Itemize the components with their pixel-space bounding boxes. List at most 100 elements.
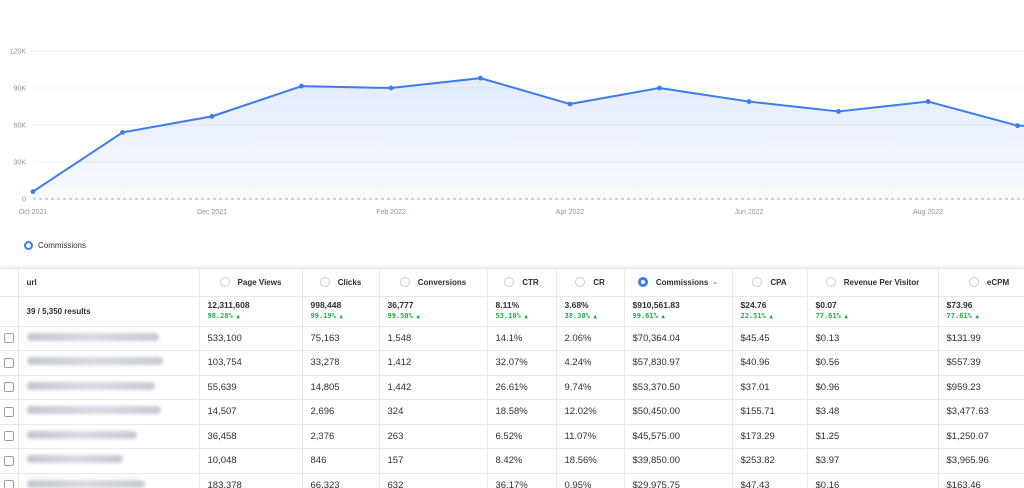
total-value: $0.07 — [815, 300, 837, 310]
row-checkbox[interactable] — [3, 357, 14, 368]
column-label: Page Views — [237, 277, 282, 287]
total-percent: 22.51% — [741, 311, 799, 322]
total-conversions: 36,777 99.50% — [379, 296, 488, 327]
url-cell[interactable] — [18, 473, 200, 488]
cell-conversions: 324 — [379, 399, 488, 425]
url-cell[interactable] — [18, 375, 200, 400]
redacted-url[interactable] — [26, 430, 137, 439]
total-cpa: $24.76 22.51% — [732, 296, 808, 327]
cell-cr: 4.24% — [556, 350, 625, 376]
column-header-ctr[interactable]: CTR — [487, 269, 557, 297]
cell-cr: 11.07% — [556, 424, 625, 449]
column-header-clicks[interactable]: Clicks — [302, 269, 380, 297]
redacted-url[interactable] — [26, 479, 145, 488]
table-body: 533,100 75,163 1,548 14.1% 2.06% $70,364.04 $4… — [0, 326, 1024, 488]
cpa-chart-toggle-radio[interactable] — [752, 277, 763, 288]
cell-revenue-per-visitor: $1.25 — [807, 424, 939, 449]
cell-cpa: $155.71 — [732, 399, 808, 425]
column-header-commissions[interactable]: Commissions ⌄ — [624, 269, 733, 297]
column-header-ecpm[interactable]: eCPM — [938, 269, 1024, 297]
total-percent: 53.10% — [496, 311, 548, 322]
cell-cpa: $40.96 — [732, 350, 808, 376]
table-totals-row: 39 / 5,350 results 12,311,60898.28%998,4… — [0, 296, 1024, 327]
commissions-data-point — [209, 113, 215, 119]
total-value: $910,561.83 — [632, 300, 680, 310]
url-cell[interactable] — [18, 399, 200, 425]
chart-legend[interactable]: Commissions — [24, 241, 86, 250]
header-url[interactable]: url — [18, 269, 200, 297]
table-row[interactable]: 10,048 846 157 8.42% 18.56% $39,850.00 $253.82… — [0, 448, 1024, 474]
url-cell[interactable] — [18, 424, 200, 449]
row-checkbox[interactable] — [3, 455, 14, 466]
table-row[interactable]: 103,754 33,278 1,412 32.07% 4.24% $57,830.97 $… — [0, 350, 1024, 376]
cell-page-views: 533,100 — [199, 326, 303, 351]
cell-ecpm: $959.23 — [938, 375, 1024, 400]
total-percent: 77.61% — [947, 311, 1024, 322]
column-header-revenue-per-visitor[interactable]: Revenue Per Visitor — [807, 269, 939, 297]
x-tick-label: Dec 2021 — [197, 209, 227, 216]
row-checkbox[interactable] — [3, 480, 14, 488]
row-checkbox[interactable] — [3, 406, 14, 417]
column-header-cr[interactable]: CR — [556, 269, 625, 297]
row-checkbox-cell — [0, 399, 19, 425]
row-checkbox-cell — [0, 473, 19, 488]
row-checkbox[interactable] — [3, 333, 14, 344]
column-label: CPA — [770, 277, 787, 287]
cell-conversions: 1,442 — [379, 375, 488, 400]
cell-cr: 12.02% — [556, 399, 625, 425]
revenue-per-visitor-chart-toggle-radio[interactable] — [825, 277, 836, 288]
table-row[interactable]: 533,100 75,163 1,548 14.1% 2.06% $70,364.04 $4… — [0, 326, 1024, 351]
commissions-chart-toggle-radio[interactable] — [637, 277, 648, 288]
column-label: Conversions — [417, 277, 467, 287]
x-tick-label: Apr 2022 — [556, 209, 585, 216]
cell-cpa: $253.82 — [732, 448, 808, 474]
column-header-conversions[interactable]: Conversions — [379, 269, 488, 297]
total-value: 3.68% — [564, 300, 589, 310]
ecpm-chart-toggle-radio[interactable] — [968, 277, 979, 288]
table-row[interactable]: 55,639 14,805 1,442 26.61% 9.74% $53,370.50 $3… — [0, 375, 1024, 400]
total-page-views: 12,311,608 98.28% — [199, 296, 303, 327]
cell-commissions: $70,364.04 — [624, 326, 733, 351]
row-checkbox-cell — [0, 375, 19, 400]
redacted-url[interactable] — [26, 332, 159, 341]
redacted-url[interactable] — [26, 381, 155, 390]
cell-commissions: $53,370.50 — [624, 375, 733, 400]
legend-commissions-marker[interactable] — [24, 241, 33, 250]
url-cell[interactable] — [18, 326, 200, 351]
total-cr: 3.68% 38.38% — [556, 296, 625, 327]
cell-conversions: 157 — [379, 448, 488, 474]
cell-ecpm: $3,477.63 — [938, 399, 1024, 425]
cell-clicks: 33,278 — [302, 350, 380, 376]
commissions-area-fill — [33, 78, 1024, 199]
total-value: $24.76 — [740, 300, 767, 310]
cell-ctr: 26.61% — [487, 375, 557, 400]
column-header-cpa[interactable]: CPA — [732, 269, 808, 297]
redacted-url[interactable] — [26, 357, 163, 366]
total-value: 36,777 — [387, 300, 414, 310]
page-views-chart-toggle-radio[interactable] — [219, 277, 230, 288]
cell-cr: 18.56% — [556, 448, 625, 474]
url-cell[interactable] — [18, 448, 200, 474]
sort-chevron-down-icon[interactable]: ⌄ — [712, 279, 719, 287]
total-percent: 98.28% — [208, 311, 294, 322]
cell-ctr: 6.52% — [487, 424, 557, 449]
cell-page-views: 36,458 — [199, 424, 303, 449]
conversions-chart-toggle-radio[interactable] — [399, 277, 410, 288]
cell-conversions: 1,412 — [379, 350, 488, 376]
totals-checkbox-cell — [0, 296, 19, 327]
ctr-chart-toggle-radio[interactable] — [504, 277, 515, 288]
cell-ctr: 36.17% — [487, 473, 557, 488]
commissions-data-point — [120, 130, 125, 135]
table-row[interactable]: 14,507 2,696 324 18.58% 12.02% $50,450.00 $155… — [0, 399, 1024, 425]
cr-chart-toggle-radio[interactable] — [575, 277, 586, 288]
redacted-url[interactable] — [26, 455, 123, 464]
redacted-url[interactable] — [26, 406, 161, 415]
table-row[interactable]: 36,458 2,376 263 6.52% 11.07% $45,575.00 $173.… — [0, 424, 1024, 449]
row-checkbox[interactable] — [3, 431, 14, 442]
cell-revenue-per-visitor: $0.56 — [807, 350, 939, 376]
table-row[interactable]: 183,378 66,323 632 36.17% 0.95% $29,975.75 $47… — [0, 473, 1024, 488]
column-header-page-views[interactable]: Page Views — [199, 269, 303, 297]
clicks-chart-toggle-radio[interactable] — [319, 277, 330, 288]
url-cell[interactable] — [18, 350, 200, 376]
row-checkbox[interactable] — [3, 382, 14, 393]
